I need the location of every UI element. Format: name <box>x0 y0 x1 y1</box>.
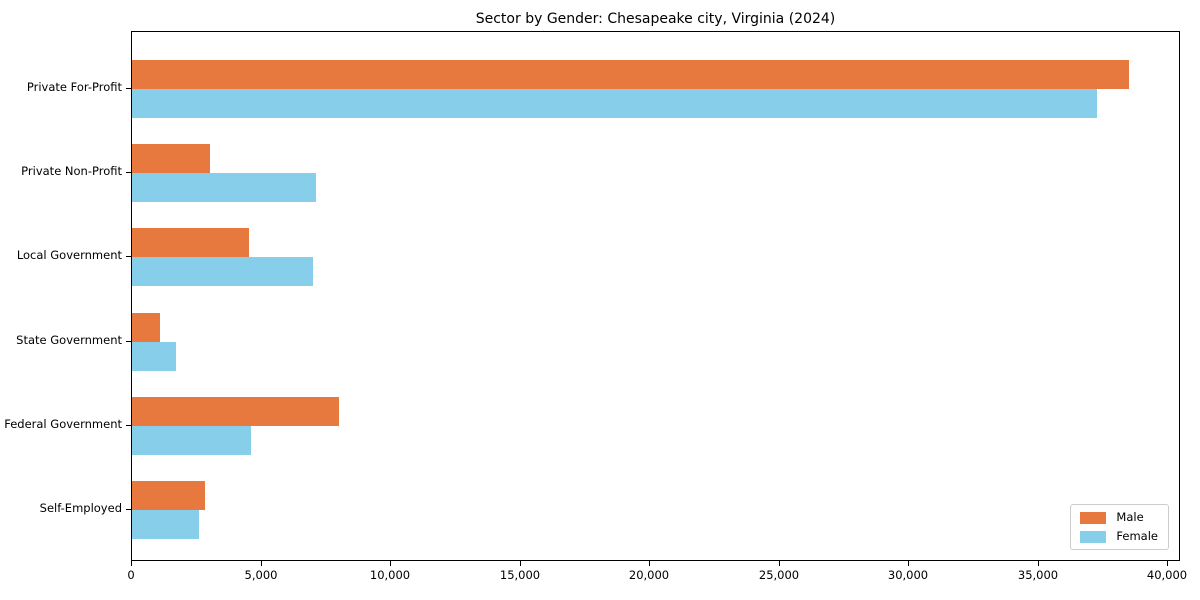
bar-local-government-female <box>132 257 313 287</box>
legend: Male Female <box>1070 504 1169 550</box>
bar-local-government-male <box>132 228 249 258</box>
bar-state-government-male <box>132 312 160 342</box>
bar-self-employed-male <box>132 481 205 510</box>
xtick-mark-20-000 <box>649 561 650 566</box>
ytick-mark-self-employed <box>126 509 131 510</box>
xtick-label-10-000: 10,000 <box>369 568 411 582</box>
bar-private-for-profit-male <box>132 60 1129 89</box>
bar-federal-government-male <box>132 396 339 426</box>
legend-swatch-female <box>1080 530 1107 543</box>
ytick-mark-local-government <box>126 256 131 258</box>
legend-entry-male: Male <box>1080 511 1158 524</box>
legend-entry-female: Female <box>1080 530 1158 543</box>
xtick-mark-30-000 <box>908 561 909 566</box>
legend-label-male: Male <box>1116 510 1144 524</box>
xtick-label-40-000: 40,000 <box>1146 568 1188 582</box>
bar-state-government-female <box>132 341 176 371</box>
legend-label-female: Female <box>1116 529 1158 543</box>
xtick-label-25-000: 25,000 <box>758 568 800 582</box>
xtick-mark-5-000 <box>261 561 262 566</box>
bar-private-non-profit-female <box>132 173 316 203</box>
plot-area: Male Female <box>131 31 1180 561</box>
bar-federal-government-female <box>132 425 251 455</box>
xtick-label-0: 0 <box>127 568 135 582</box>
xtick-label-5-000: 5,000 <box>244 568 278 582</box>
bar-private-for-profit-female <box>132 89 1097 118</box>
ytick-mark-private-for-profit <box>126 88 131 89</box>
legend-swatch-male <box>1080 511 1107 524</box>
chart-title: Sector by Gender: Chesapeake city, Virgi… <box>475 11 836 27</box>
ytick-label-private-for-profit: Private For-Profit <box>26 80 122 94</box>
xtick-label-30-000: 30,000 <box>887 568 929 582</box>
xtick-mark-35-000 <box>1038 561 1039 566</box>
xtick-mark-10-000 <box>390 561 391 566</box>
xtick-label-35-000: 35,000 <box>1017 568 1059 582</box>
xtick-mark-0 <box>131 561 132 566</box>
ytick-mark-private-non-profit <box>126 172 131 174</box>
xtick-mark-25-000 <box>779 561 780 566</box>
ytick-mark-federal-government <box>126 424 131 426</box>
xtick-mark-15-000 <box>520 561 521 566</box>
xtick-mark-40-000 <box>1167 561 1168 566</box>
ytick-label-self-employed: Self-Employed <box>39 501 122 515</box>
bar-self-employed-female <box>132 510 199 539</box>
ytick-label-private-non-profit: Private Non-Profit <box>21 164 122 179</box>
xtick-label-15-000: 15,000 <box>499 568 541 582</box>
ytick-label-local-government: Local Government <box>16 248 122 263</box>
xtick-label-20-000: 20,000 <box>628 568 670 582</box>
bar-private-non-profit-male <box>132 144 210 174</box>
ytick-label-federal-government: Federal Government <box>4 416 122 431</box>
ytick-label-state-government: State Government <box>16 332 122 347</box>
ytick-mark-state-government <box>126 340 131 342</box>
